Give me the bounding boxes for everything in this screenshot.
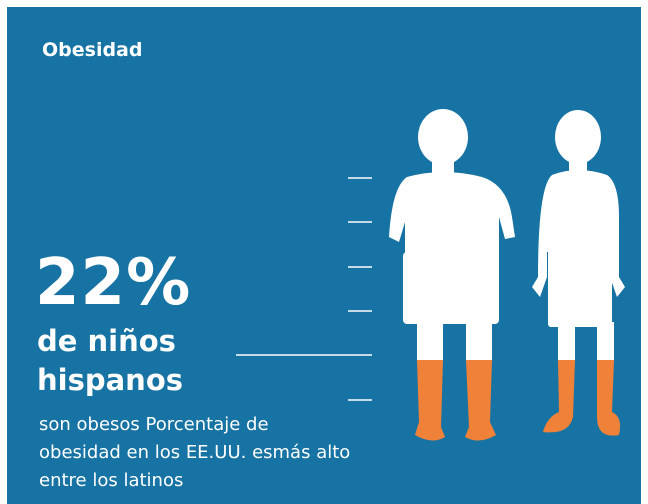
headline-line: de niños bbox=[37, 323, 176, 359]
body-line: obesidad en los EE.UU. esmás alto bbox=[39, 440, 350, 466]
page: Obesidad 22% de niñoshispanos son obesos… bbox=[0, 0, 648, 504]
child-socks bbox=[415, 360, 496, 441]
headline-figure: 22% bbox=[35, 247, 191, 319]
child-silhouette bbox=[532, 110, 625, 362]
headline-line: hispanos bbox=[37, 362, 183, 398]
body-line: entre los latinos bbox=[39, 468, 183, 494]
child-silhouette bbox=[389, 109, 515, 362]
scale-lines bbox=[236, 178, 372, 400]
body-line: son obesos Porcentaje de bbox=[39, 412, 269, 438]
title: Obesidad bbox=[42, 39, 142, 61]
child-socks bbox=[543, 360, 620, 436]
